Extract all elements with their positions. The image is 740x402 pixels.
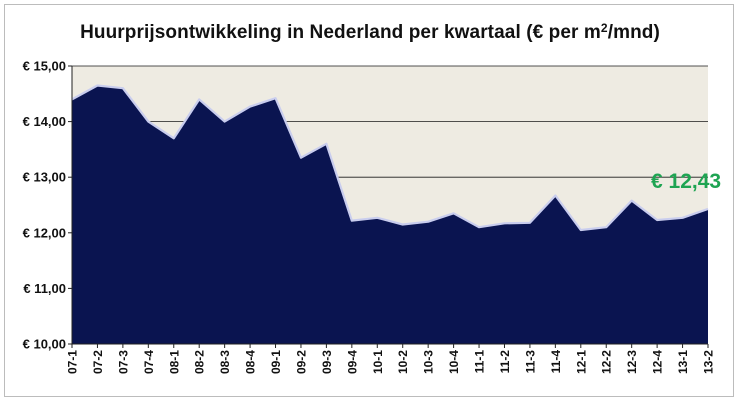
y-tick-label: € 12,00 [23,225,66,240]
x-tick-label: 07-4 [142,350,156,374]
x-tick-label: 10-4 [447,350,461,374]
data-point [402,223,404,225]
x-tick-label: 10-1 [371,350,385,374]
x-tick-label: 12-1 [574,350,588,374]
data-point [275,97,277,99]
chart-title: Huurprijsontwikkeling in Nederland per k… [80,21,660,43]
data-point [453,212,455,214]
x-tick-label: 09-4 [345,350,359,374]
series-area [72,85,708,344]
data-point [427,221,429,223]
x-tick-label: 07-3 [116,350,130,374]
x-tick-label: 12-3 [625,350,639,374]
data-point [605,226,607,228]
x-tick-label: 08-4 [244,350,258,374]
x-tick-label: 12-4 [651,350,665,374]
data-point [580,229,582,231]
data-point [224,121,226,123]
x-tick-label: 09-3 [320,350,334,374]
y-tick-label: € 10,00 [23,337,66,352]
x-tick-label: 13-2 [702,350,716,374]
x-tick-label: 07-1 [66,350,80,374]
data-point [198,98,200,100]
data-point [631,200,633,202]
x-tick-label: 08-2 [193,350,207,374]
y-tick-label: € 14,00 [23,114,66,129]
x-tick-label: 10-2 [396,350,410,374]
x-tick-label: 11-2 [498,350,512,374]
y-tick-label: € 13,00 [23,170,66,185]
x-tick-label: 10-3 [422,350,436,374]
data-point [351,220,353,222]
data-point [707,208,709,210]
data-point [122,87,124,89]
series-line [71,84,709,232]
data-point [656,219,658,221]
data-point [529,222,531,224]
data-point [300,157,302,159]
x-tick-label: 09-1 [269,350,283,374]
data-point [478,226,480,228]
value-annotation: € 12,43 [651,170,721,193]
x-tick-label: 12-2 [600,350,614,374]
data-point [147,121,149,123]
x-tick-label: 07-2 [91,350,105,374]
x-tick-label: 08-1 [167,350,181,374]
data-point [376,217,378,219]
y-tick-label: € 11,00 [23,281,66,296]
x-tick-label: 11-1 [473,350,487,374]
data-point [96,84,98,86]
x-tick-label: 09-2 [294,350,308,374]
x-tick-label: 11-4 [549,350,563,374]
data-point [325,143,327,145]
x-tick-label: 08-3 [218,350,232,374]
x-tick-label: 11-3 [523,350,537,374]
data-point [249,106,251,108]
data-point [682,217,684,219]
data-point [503,222,505,224]
y-tick-label: € 15,00 [23,59,66,74]
data-point [173,137,175,139]
x-tick-label: 13-1 [676,350,690,374]
data-point [554,195,556,197]
